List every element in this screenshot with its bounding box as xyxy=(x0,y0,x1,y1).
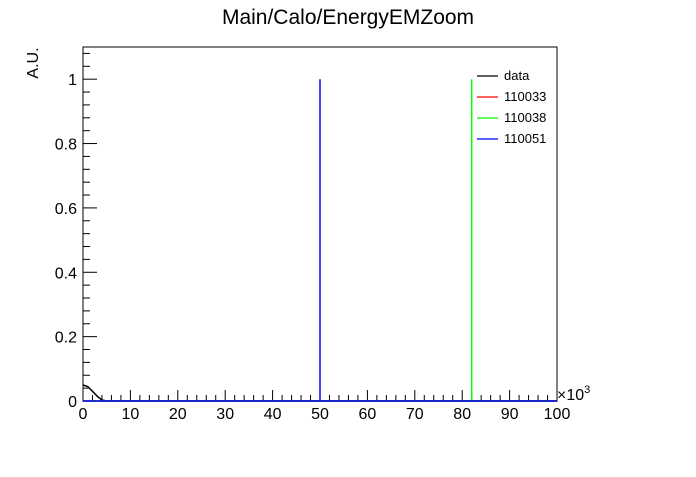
x-tick-label: 10 xyxy=(122,406,140,423)
chart-title: Main/Calo/EnergyEMZoom xyxy=(222,6,474,29)
x-tick-label: 70 xyxy=(406,406,424,423)
x-axis-multiplier-base: ×10 xyxy=(557,387,584,404)
y-tick-label: 0.2 xyxy=(55,330,77,347)
legend-label: data xyxy=(504,68,530,83)
x-axis-multiplier: ×103 xyxy=(557,384,590,404)
y-axis-label: A.U. xyxy=(25,47,42,78)
x-tick-label: 40 xyxy=(264,406,282,423)
x-tick-label: 80 xyxy=(453,406,471,423)
x-tick-label: 20 xyxy=(169,406,187,423)
legend-label: 110033 xyxy=(504,89,546,104)
x-axis-ticks: 0 10 20 30 40 50 60 70 80 90 100 xyxy=(79,390,571,423)
legend: data 110033 110038 110051 xyxy=(477,68,546,146)
y-axis-ticks: 0 0.2 0.4 0.6 0.8 1 xyxy=(55,52,97,411)
x-axis-multiplier-exponent: 3 xyxy=(584,384,590,396)
x-tick-label: 0 xyxy=(79,406,88,423)
legend-label: 110038 xyxy=(504,110,546,125)
x-tick-label: 90 xyxy=(501,406,519,423)
x-tick-label: 50 xyxy=(311,406,329,423)
x-tick-label: 100 xyxy=(544,406,571,423)
series-line-110051 xyxy=(83,79,557,402)
y-tick-label: 0.6 xyxy=(55,201,77,218)
y-tick-label: 1 xyxy=(68,72,77,89)
y-tick-label: 0.8 xyxy=(55,137,77,154)
y-tick-label: 0 xyxy=(68,394,77,411)
x-tick-label: 60 xyxy=(359,406,377,423)
x-tick-label: 30 xyxy=(216,406,234,423)
series-layer xyxy=(82,79,557,402)
y-tick-label: 0.4 xyxy=(55,265,77,282)
legend-label: 110051 xyxy=(504,131,546,146)
